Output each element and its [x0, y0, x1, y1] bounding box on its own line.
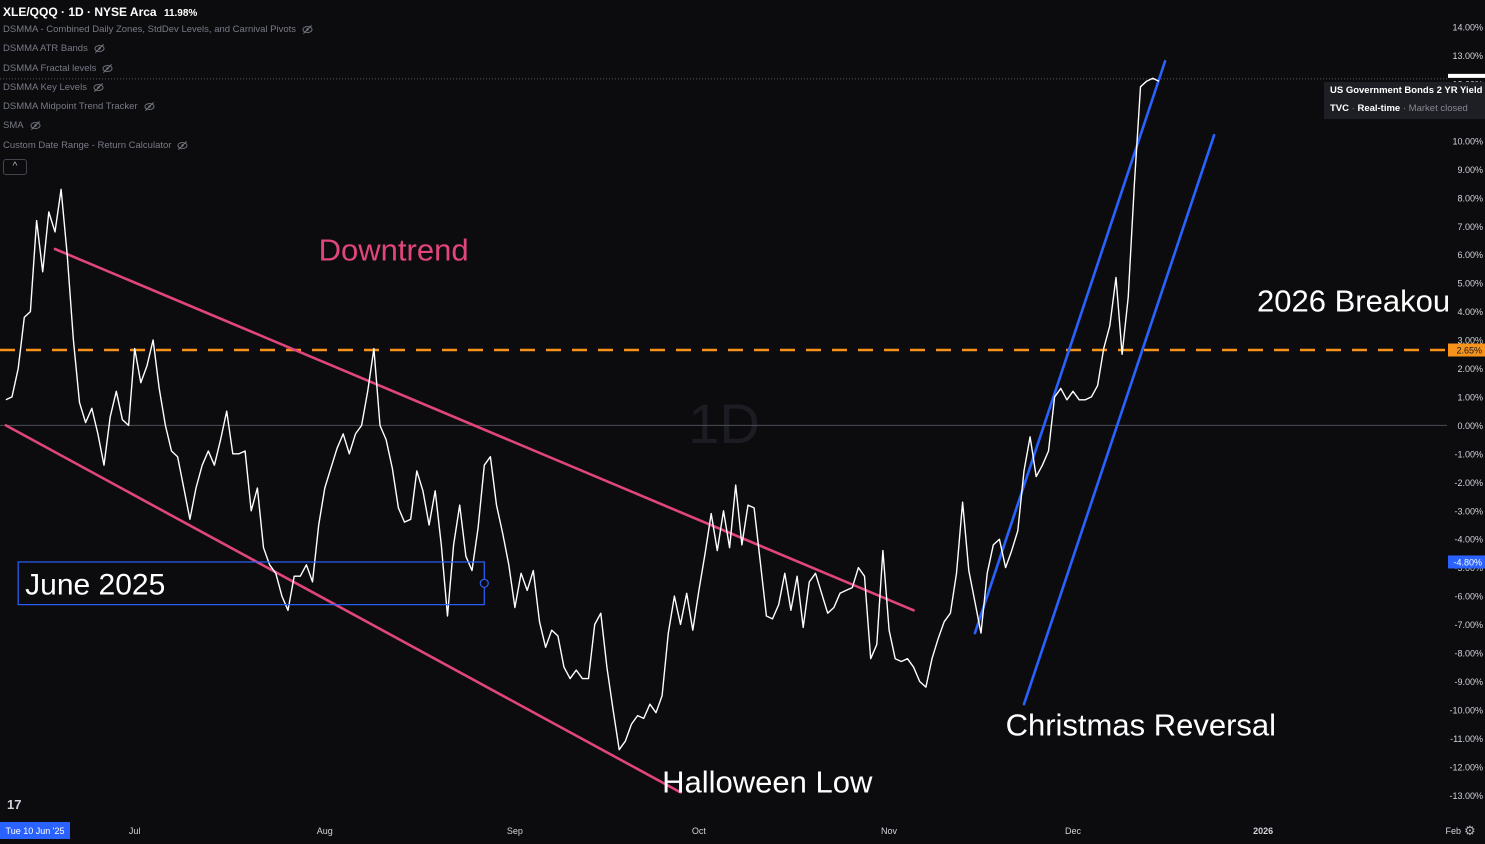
y-tick-label: -8.00% [1454, 649, 1483, 659]
eye-hidden-icon[interactable] [302, 24, 313, 35]
indicator-row[interactable]: DSMMA Midpoint Trend Tracker [3, 97, 313, 116]
trendline-uptrend-upper[interactable] [973, 59, 1167, 635]
tooltip-status-row: TVC · Real-time · Market closed [1330, 103, 1468, 114]
change-value: 11.98% [163, 8, 198, 19]
x-crosshair-label [0, 822, 70, 839]
x-tick-label: Oct [692, 826, 707, 836]
y-tick-label: -9.00% [1454, 677, 1483, 687]
x-tick-label: Jul [129, 826, 141, 836]
x-tick-label: 2026 [1253, 826, 1273, 836]
price-label-badge [1448, 555, 1485, 569]
gear-icon[interactable]: ⚙ [1464, 823, 1476, 838]
x-tick-label: Aug [317, 826, 333, 836]
y-tick-label: 4.00% [1457, 307, 1483, 317]
indicator-label: SMA [3, 120, 24, 132]
indicator-label: Custom Date Range - Return Calculator [3, 139, 172, 151]
y-axis[interactable] [1448, 0, 1485, 844]
x-tick-label: Tue 10 Jun '25 [6, 826, 65, 836]
eye-hidden-icon[interactable] [177, 140, 188, 151]
eye-hidden-icon[interactable] [102, 63, 113, 74]
x-tick-label: Sep [507, 826, 523, 836]
annotation-text[interactable]: 2026 Breakout! [1257, 284, 1467, 319]
eye-hidden-icon[interactable] [94, 43, 105, 54]
price-label-text: 2.65% [1456, 346, 1482, 356]
tradingview-logo-icon[interactable]: 17 [7, 797, 22, 812]
y-tick-label: -7.00% [1454, 620, 1483, 630]
tooltip-status: Market closed [1408, 103, 1468, 114]
x-tick-label: Dec [1065, 826, 1082, 836]
indicator-label: DSMMA Fractal levels [3, 62, 97, 74]
y-tick-label: -6.00% [1454, 592, 1483, 602]
y-tick-label: 9.00% [1457, 165, 1483, 175]
tooltip-mode: Real-time [1357, 103, 1401, 114]
y-tick-label: -4.00% [1454, 535, 1483, 545]
price-label-text: -4.80% [1453, 557, 1482, 567]
trendline-downtrend-upper[interactable] [53, 247, 915, 612]
y-tick-label: 7.00% [1457, 222, 1483, 232]
y-tick-label: -12.00% [1449, 762, 1483, 772]
tooltip-source: TVC [1330, 103, 1349, 114]
eye-hidden-icon[interactable] [144, 101, 155, 112]
trendline-uptrend-lower[interactable] [1022, 133, 1216, 706]
eye-hidden-icon[interactable] [93, 82, 104, 93]
y-tick-label: -10.00% [1449, 705, 1483, 715]
y-tick-label: 3.00% [1457, 336, 1483, 346]
y-tick-label: 10.00% [1452, 136, 1483, 146]
y-tick-label: 13.00% [1452, 51, 1483, 61]
y-tick-label: 5.00% [1457, 279, 1483, 289]
chart-legend: XLE/QQQ · 1D · NYSE Arca 11.98% DSMMA - … [3, 4, 313, 155]
symbol-tooltip: US Government Bonds 2 YR Yield TVC · Rea… [1324, 82, 1485, 119]
resize-handle[interactable] [479, 578, 489, 588]
y-tick-label: -1.00% [1454, 449, 1483, 459]
indicator-row[interactable]: DSMMA Key Levels [3, 78, 313, 97]
y-tick-label: 0.00% [1457, 421, 1483, 431]
indicator-row[interactable]: Custom Date Range - Return Calculator [3, 136, 313, 155]
collapse-legend-button[interactable]: ^ [3, 159, 27, 175]
y-tick-label: 14.00% [1452, 23, 1483, 33]
interval-watermark: 1D [688, 392, 760, 455]
x-tick-label: Feb [1446, 826, 1462, 836]
annotation-text[interactable]: Downtrend [319, 232, 469, 267]
indicator-label: DSMMA Key Levels [3, 81, 87, 93]
y-tick-label: -2.00% [1454, 478, 1483, 488]
symbol-line: XLE/QQQ · 1D · NYSE Arca [3, 5, 157, 19]
indicator-label: DSMMA ATR Bands [3, 43, 88, 55]
indicator-label: DSMMA Midpoint Trend Tracker [3, 101, 138, 113]
price-line[interactable] [5, 77, 1160, 751]
y-tick-label: -13.00% [1449, 791, 1483, 801]
indicator-row[interactable]: SMA [3, 116, 313, 135]
indicator-row[interactable]: DSMMA Fractal levels [3, 59, 313, 78]
indicator-row[interactable]: DSMMA - Combined Daily Zones, StdDev Lev… [3, 20, 313, 39]
x-tick-label: Nov [881, 826, 898, 836]
price-label-badge [1448, 343, 1485, 357]
y-tick-label: 1.00% [1457, 392, 1483, 402]
y-tick-label: 2.00% [1457, 364, 1483, 374]
annotation-text[interactable]: Halloween Low [662, 764, 873, 799]
y-tick-label: 8.00% [1457, 193, 1483, 203]
y-tick-label: 6.00% [1457, 250, 1483, 260]
indicator-row[interactable]: DSMMA ATR Bands [3, 39, 313, 58]
eye-hidden-icon[interactable] [30, 120, 41, 131]
tooltip-symbol-name: US Government Bonds 2 YR Yield [1330, 85, 1483, 96]
indicator-label: DSMMA - Combined Daily Zones, StdDev Lev… [3, 24, 297, 35]
y-tick-label: -11.00% [1450, 734, 1483, 744]
annotation-text[interactable]: Christmas Reversal [1006, 708, 1276, 743]
indicator-list: DSMMA - Combined Daily Zones, StdDev Lev… [3, 20, 313, 155]
y-tick-label: -3.00% [1454, 506, 1483, 516]
trendline-downtrend-lower[interactable] [4, 424, 682, 794]
last-price-marker [1448, 73, 1485, 78]
symbol-title[interactable]: XLE/QQQ · 1D · NYSE Arca 11.98% [3, 4, 313, 20]
annotation-text[interactable]: June 2025 [25, 568, 165, 601]
